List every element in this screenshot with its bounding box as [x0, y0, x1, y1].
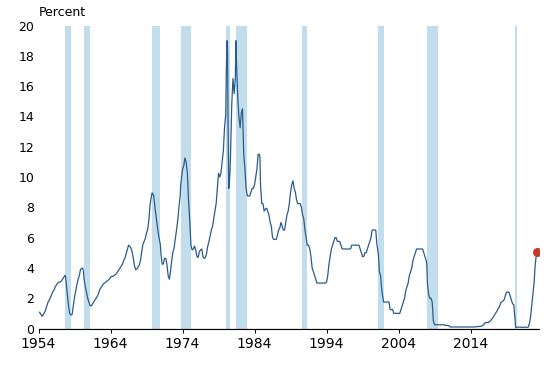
- Bar: [226, 26, 230, 329]
- Bar: [515, 26, 517, 329]
- Bar: [302, 26, 307, 329]
- Bar: [427, 26, 438, 329]
- Bar: [152, 26, 161, 329]
- Bar: [65, 26, 71, 329]
- Bar: [84, 26, 90, 329]
- Bar: [181, 26, 191, 329]
- Bar: [378, 26, 383, 329]
- Bar: [236, 26, 247, 329]
- Text: Percent: Percent: [39, 7, 86, 19]
